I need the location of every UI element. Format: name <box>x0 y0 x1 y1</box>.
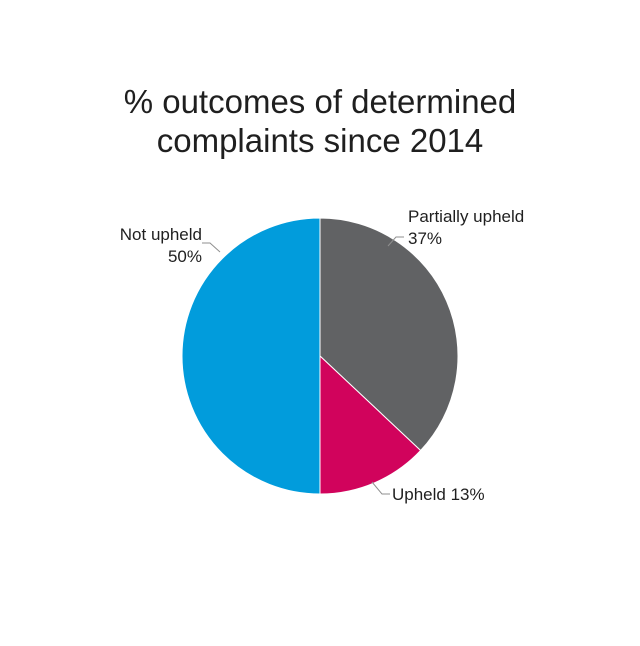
leader-line-upheld <box>371 481 390 495</box>
chart-title: % outcomes of determined complaints sinc… <box>0 82 640 160</box>
label-partially-upheld-name: Partially upheld <box>408 207 524 226</box>
label-not-upheld-value: 50% <box>168 247 202 266</box>
label-upheld: Upheld 13% <box>392 485 485 504</box>
pie-slice-partially-upheld <box>319 217 459 452</box>
leader-line-partially-upheld <box>387 236 404 247</box>
leader-line-not-upheld <box>202 242 221 253</box>
pie-slice-not-upheld <box>181 217 321 495</box>
chart-title-line-1: % outcomes of determined <box>123 83 517 120</box>
chart-title-line-2: complaints since 2014 <box>156 122 484 159</box>
label-partially-upheld-value: 37% <box>408 229 442 248</box>
pie-slices <box>181 217 459 495</box>
pie-slice-upheld <box>319 354 422 495</box>
label-not-upheld-name: Not upheld <box>120 225 202 244</box>
